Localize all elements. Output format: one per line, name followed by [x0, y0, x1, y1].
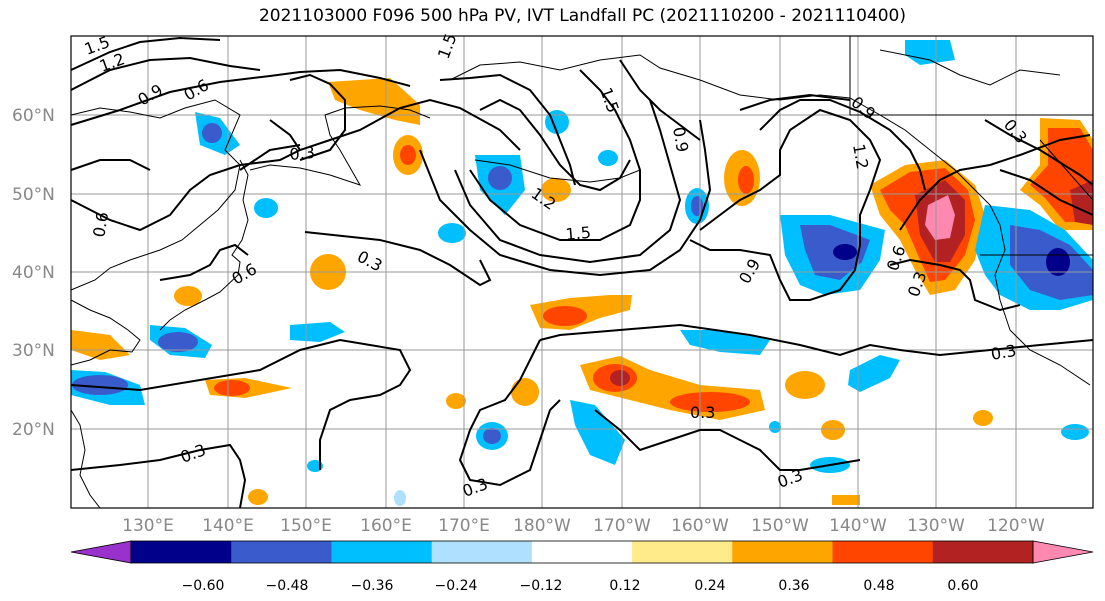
colorbar-segment [331, 541, 433, 563]
lon-label: 140°E [202, 516, 254, 536]
colorbar-tick: 0.36 [778, 578, 809, 594]
contour-label: 1.2 [849, 142, 872, 170]
colorbar-extend-min [70, 540, 132, 564]
lat-label: 50°N [12, 185, 55, 205]
lon-label: 170°E [438, 516, 490, 536]
contour-label: 1.5 [565, 223, 592, 244]
colorbar-tick: 0.12 [609, 578, 640, 594]
coastlines [70, 36, 1094, 509]
contour-label: 0.3 [690, 403, 715, 422]
colorbar-segment [932, 541, 1034, 563]
lat-label: 60°N [12, 106, 55, 126]
colorbar-segment [832, 541, 934, 563]
lon-label: 180°W [513, 516, 571, 536]
colorbar-segment [531, 541, 633, 563]
colorbar-frame [130, 540, 1034, 564]
colorbar [70, 540, 1094, 564]
colorbar-segment [431, 541, 533, 563]
colorbar-tick: −0.36 [351, 578, 394, 594]
colorbar-tick: −0.12 [520, 578, 563, 594]
colorbar-extend-max [1032, 540, 1094, 564]
colorbar-segment [131, 541, 232, 563]
colorbar-tick: −0.24 [435, 578, 478, 594]
lat-label: 30°N [12, 341, 55, 361]
lon-label: 160°W [671, 516, 729, 536]
lon-label: 150°E [280, 516, 332, 536]
positive-anomaly-shading [71, 78, 1093, 505]
contour-label: 0.6 [89, 210, 112, 238]
contour-label: 0.9 [669, 125, 692, 153]
colorbar-segment [231, 541, 332, 563]
map-title: 2021103000 F096 500 hPa PV, IVT Landfall… [258, 6, 906, 26]
lon-label: 120°W [987, 516, 1045, 536]
lon-label: 130°W [907, 516, 965, 536]
lat-label: 20°N [12, 420, 55, 440]
lon-label: 140°W [829, 516, 887, 536]
contour-label: 0.3 [989, 341, 1017, 364]
map-frame [70, 35, 1094, 509]
lon-label: 130°E [122, 516, 174, 536]
lon-label: 160°E [360, 516, 412, 536]
map-panel: 1.5 1.2 0.9 0.6 0.3 0.3 1.5 1.2 1.5 0.9 … [70, 31, 1094, 509]
lat-label: 40°N [12, 263, 55, 283]
latitude-labels: 60°N 50°N 40°N 30°N 20°N [12, 106, 55, 440]
colorbar-tick: 0.24 [694, 578, 725, 594]
colorbar-tick: 0.48 [863, 578, 894, 594]
colorbar-tick: −0.48 [266, 578, 309, 594]
lon-label: 150°W [751, 516, 809, 536]
lon-label: 170°W [593, 516, 651, 536]
colorbar-segment [632, 541, 733, 563]
pv-contours [70, 36, 1094, 509]
colorbar-segment [732, 541, 834, 563]
colorbar-tick: 0.60 [947, 578, 978, 594]
contour-label: 0.3 [289, 143, 316, 164]
longitude-labels: 130°E 140°E 150°E 160°E 170°E 180°W 170°… [122, 516, 1045, 536]
colorbar-tick: −0.60 [182, 578, 225, 594]
colorbar-tick-labels: −0.60 −0.48 −0.36 −0.24 −0.12 0.12 0.24 … [182, 578, 979, 594]
